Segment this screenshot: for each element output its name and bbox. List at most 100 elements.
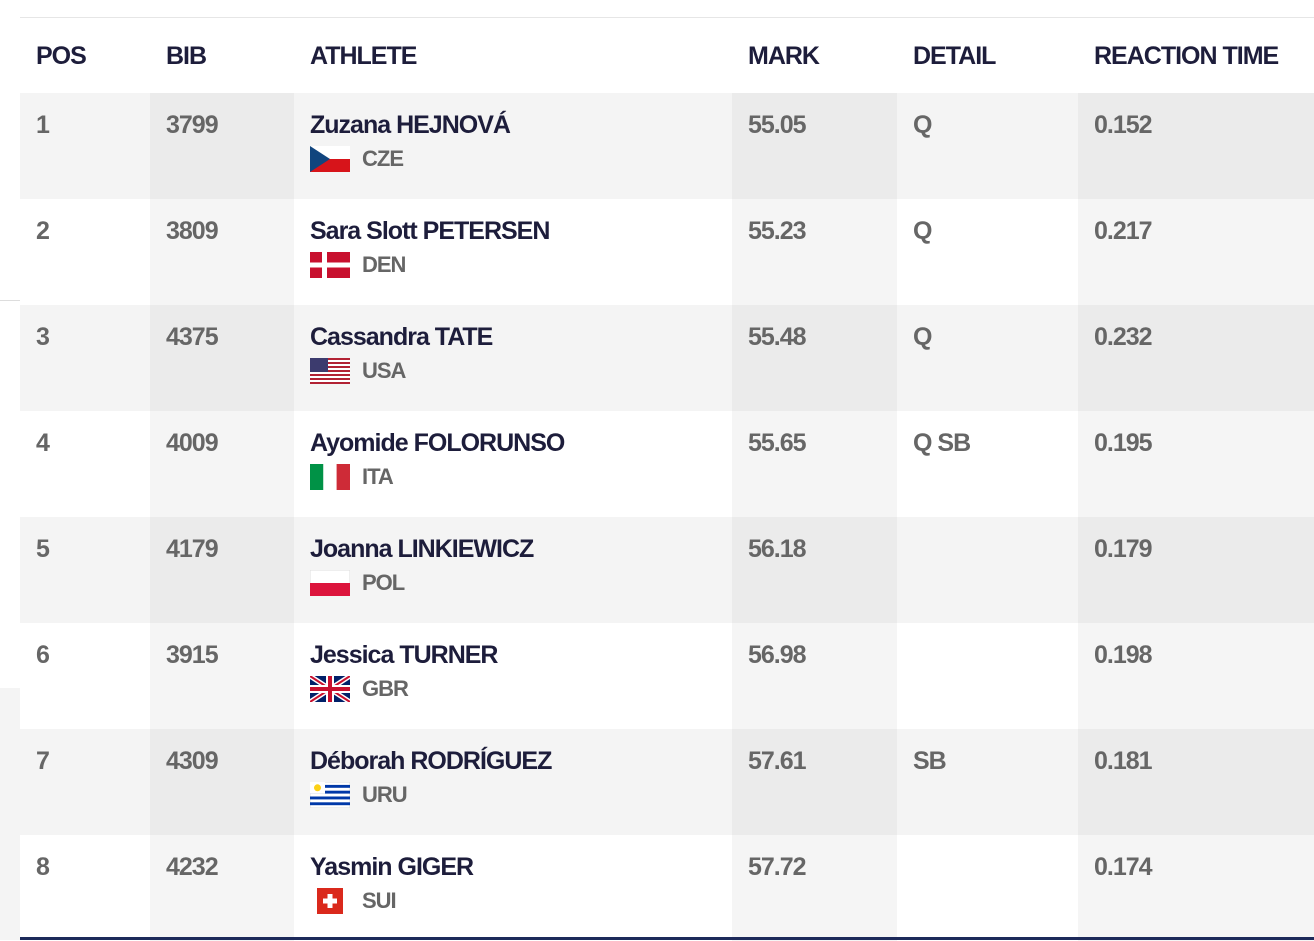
detail-cell (897, 623, 1078, 729)
result-row: 1 3799 Zuzana HEJNOVÁ CZE 55.05 Q 0.152 (20, 93, 1314, 199)
athlete-cell: Joanna LINKIEWICZ POL (294, 517, 732, 623)
flag (310, 782, 350, 808)
country-code: DEN (362, 252, 406, 277)
mark-cell: 57.61 (732, 729, 897, 835)
country: POL (310, 570, 732, 596)
pos-cell: 1 (20, 93, 150, 199)
bib-cell: 3799 (150, 93, 294, 199)
athlete-cell: Ayomide FOLORUNSO ITA (294, 411, 732, 517)
column-header: MARK (748, 42, 820, 70)
reaction-time-cell: 0.174 (1078, 835, 1314, 941)
result-row: 6 3915 Jessica TURNER GBR 56.98 0.198 (20, 623, 1314, 729)
reaction-time-cell: 0.152 (1078, 93, 1314, 199)
bib-cell: 4179 (150, 517, 294, 623)
country: DEN (310, 252, 732, 278)
country: USA (310, 358, 732, 384)
athlete-name: Cassandra TATE (310, 323, 493, 351)
country-code: POL (362, 570, 405, 595)
flag (310, 888, 350, 914)
bib-cell: 4232 (150, 835, 294, 941)
country: GBR (310, 676, 732, 702)
bib-cell: 4309 (150, 729, 294, 835)
detail-cell: SB (897, 729, 1078, 835)
athlete-name: Yasmin GIGER (310, 853, 474, 881)
country-code: USA (362, 358, 406, 383)
country-code: GBR (362, 676, 409, 701)
bottom-rule (20, 937, 1314, 940)
mark-cell: 55.65 (732, 411, 897, 517)
detail-cell: Q (897, 305, 1078, 411)
edge-line (0, 300, 20, 301)
athlete-name: Déborah RODRÍGUEZ (310, 747, 552, 775)
detail-cell: Q (897, 199, 1078, 305)
bib-cell: 3915 (150, 623, 294, 729)
flag (310, 252, 350, 278)
reaction-time-cell: 0.198 (1078, 623, 1314, 729)
flag (310, 358, 350, 384)
pos-cell: 3 (20, 305, 150, 411)
country: SUI (310, 888, 732, 914)
country: CZE (310, 146, 732, 172)
athlete-cell: Cassandra TATE USA (294, 305, 732, 411)
result-row: 4 4009 Ayomide FOLORUNSO ITA 55.65 Q SB 0.195 (20, 411, 1314, 517)
reaction-time-cell: 0.217 (1078, 199, 1314, 305)
athlete-name: Zuzana HEJNOVÁ (310, 111, 511, 139)
athlete-name: Sara Slott PETERSEN (310, 217, 550, 245)
athlete-name: Jessica TURNER (310, 641, 498, 669)
reaction-time-cell: 0.179 (1078, 517, 1314, 623)
country-code: URU (362, 782, 408, 807)
detail-cell (897, 835, 1078, 941)
athlete-cell: Déborah RODRÍGUEZ URU (294, 729, 732, 835)
pos-cell: 6 (20, 623, 150, 729)
country-code: SUI (362, 888, 397, 913)
athlete-cell: Sara Slott PETERSEN DEN (294, 199, 732, 305)
result-row: 7 4309 Déborah RODRÍGUEZ URU 57.61 SB 0.181 (20, 729, 1314, 835)
country-code: CZE (362, 146, 404, 171)
table-body: 1 3799 Zuzana HEJNOVÁ CZE 55.05 Q 0.152 2 3809 Sa… (20, 93, 1314, 941)
result-row: 5 4179 Joanna LINKIEWICZ POL 56.18 0.179 (20, 517, 1314, 623)
reaction-time-cell: 0.232 (1078, 305, 1314, 411)
country-code: ITA (362, 464, 394, 489)
country: URU (310, 782, 732, 808)
flag (310, 676, 350, 702)
mark-cell: 55.48 (732, 305, 897, 411)
athlete-name: Joanna LINKIEWICZ (310, 535, 534, 563)
result-row: 3 4375 Cassandra TATE USA 55.48 Q 0.232 (20, 305, 1314, 411)
detail-cell: Q (897, 93, 1078, 199)
reaction-time-cell: 0.181 (1078, 729, 1314, 835)
athlete-cell: Jessica TURNER GBR (294, 623, 732, 729)
column-header: DETAIL (913, 42, 996, 70)
pos-cell: 8 (20, 835, 150, 941)
pos-cell: 2 (20, 199, 150, 305)
flag (310, 464, 350, 490)
detail-cell: Q SB (897, 411, 1078, 517)
athlete-name: Ayomide FOLORUNSO (310, 429, 565, 457)
column-header: POS (36, 42, 87, 70)
results-table: POS BIB ATHLETE MARK DETAIL REACTION TIME 1 37… (20, 18, 1314, 941)
column-header: REACTION TIME (1094, 42, 1279, 70)
pos-cell: 5 (20, 517, 150, 623)
bib-cell: 4009 (150, 411, 294, 517)
column-header: BIB (166, 42, 207, 70)
country: ITA (310, 464, 732, 490)
column-header: ATHLETE (310, 42, 417, 70)
detail-cell (897, 517, 1078, 623)
mark-cell: 55.23 (732, 199, 897, 305)
mark-cell: 55.05 (732, 93, 897, 199)
flag (310, 146, 350, 172)
flag (310, 570, 350, 596)
result-row: 8 4232 Yasmin GIGER SUI 57.72 0.174 (20, 835, 1314, 941)
pos-cell: 4 (20, 411, 150, 517)
reaction-time-cell: 0.195 (1078, 411, 1314, 517)
result-row: 2 3809 Sara Slott PETERSEN DEN 55.23 Q 0.217 (20, 199, 1314, 305)
mark-cell: 56.18 (732, 517, 897, 623)
pos-cell: 7 (20, 729, 150, 835)
athlete-cell: Yasmin GIGER SUI (294, 835, 732, 941)
results-table-wrap: POS BIB ATHLETE MARK DETAIL REACTION TIME 1 37… (20, 17, 1314, 941)
header-row: POS BIB ATHLETE MARK DETAIL REACTION TIME (20, 18, 1314, 93)
mark-cell: 56.98 (732, 623, 897, 729)
athlete-cell: Zuzana HEJNOVÁ CZE (294, 93, 732, 199)
mark-cell: 57.72 (732, 835, 897, 941)
bib-cell: 3809 (150, 199, 294, 305)
